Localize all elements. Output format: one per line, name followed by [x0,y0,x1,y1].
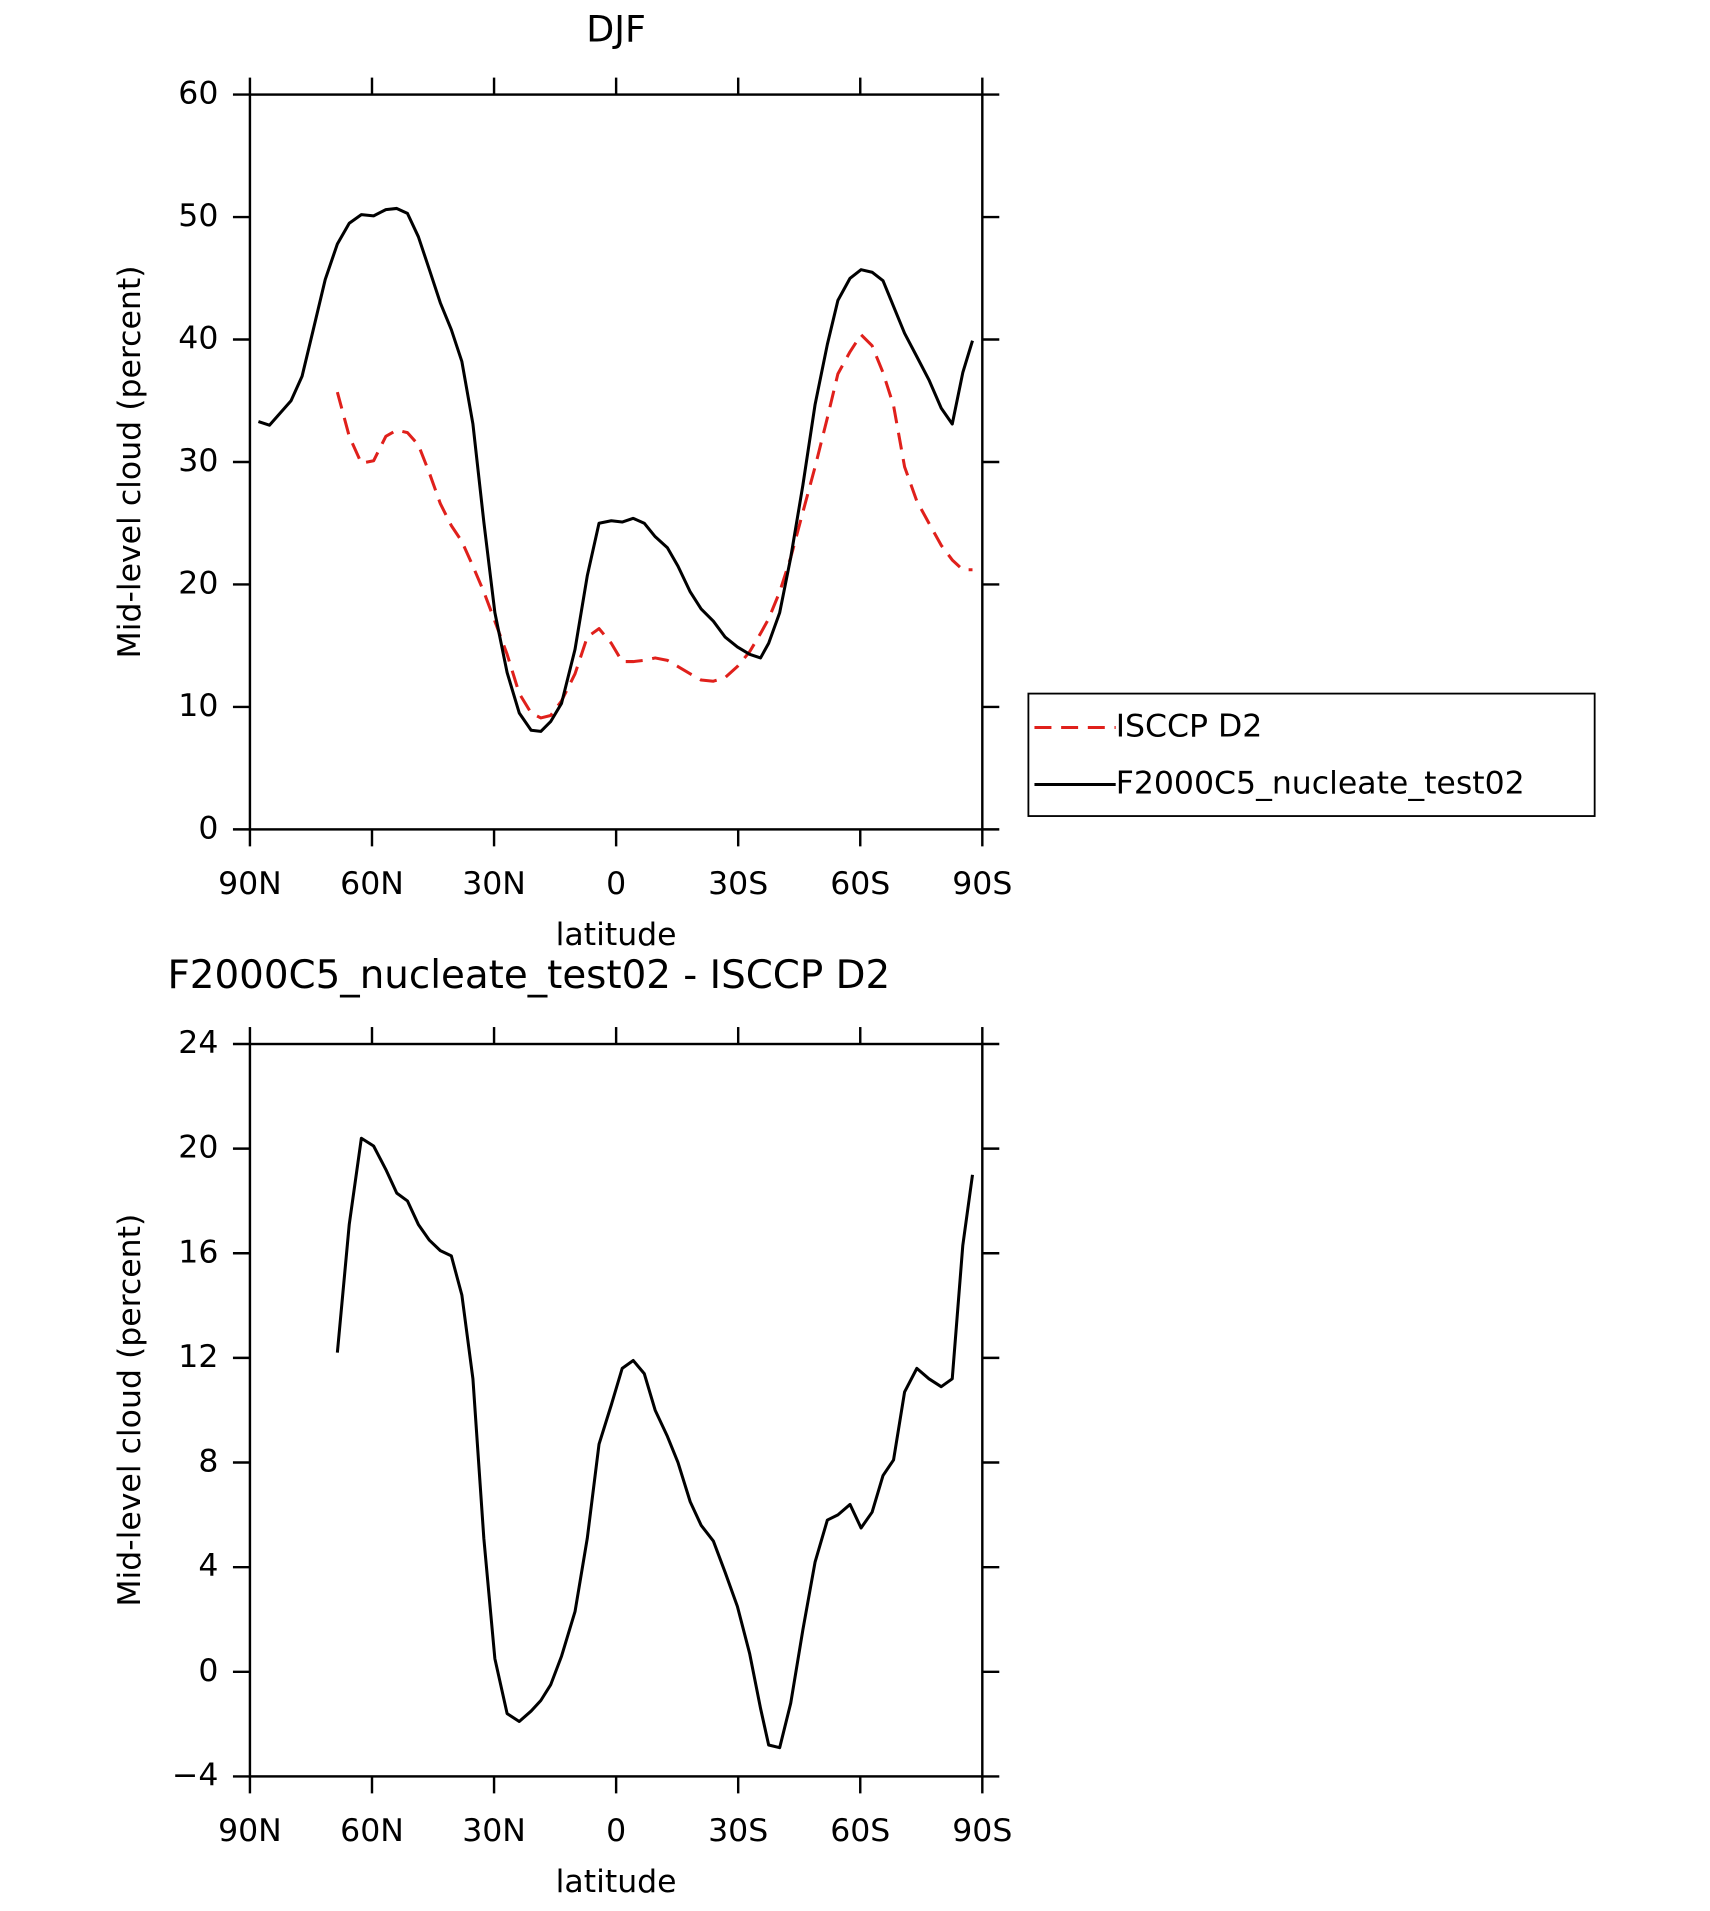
x-tick-label: 30S [708,1813,768,1849]
x-tick-label: 90S [952,1813,1012,1849]
data-line [335,1136,974,1750]
y-tick-label: 10 [178,688,218,724]
legend-label: F2000C5_nucleate_test02 [1116,766,1525,802]
y-tick-label: 0 [198,810,218,846]
x-tick-label: 0 [606,1813,626,1849]
x-tick-label: 60N [340,866,404,902]
y-tick-label: 16 [178,1234,218,1270]
x-tick-label: 30N [462,1813,526,1849]
y-axis-label: Mid-level cloud (percent) [112,1214,148,1607]
x-tick-label: 90N [218,1813,282,1849]
x-tick-label: 30S [708,866,768,902]
x-tick-label: 90S [952,866,1012,902]
y-tick-label: 50 [178,198,218,234]
x-tick-label: 60N [340,1813,404,1849]
x-tick-label: 60S [830,866,890,902]
y-tick-label: −4 [172,1757,218,1793]
y-axis-label: Mid-level cloud (percent) [112,266,148,659]
y-tick-label: 30 [178,443,218,479]
x-axis-label: latitude [556,917,677,953]
x-tick-label: 0 [606,866,626,902]
chart-title: DJF [586,8,646,51]
legend-box [1027,692,1596,817]
y-tick-label: 60 [178,76,218,112]
chart-title: F2000C5_nucleate_test02 - ISCCP D2 [167,953,890,998]
data-line [257,206,974,733]
y-tick-label: 8 [198,1444,218,1480]
y-tick-label: 20 [178,565,218,601]
y-tick-label: 24 [178,1025,218,1061]
x-tick-label: 90N [218,866,282,902]
plot-frame [248,93,984,831]
y-tick-label: 4 [198,1548,218,1584]
y-tick-label: 40 [178,321,218,357]
y-tick-label: 12 [178,1339,218,1375]
x-axis-label: latitude [556,1864,677,1900]
data-line [335,333,973,720]
x-tick-label: 60S [830,1813,890,1849]
y-tick-label: 0 [198,1653,218,1689]
x-tick-label: 30N [462,866,526,902]
y-tick-label: 20 [178,1130,218,1166]
legend-label: ISCCP D2 [1116,709,1263,745]
